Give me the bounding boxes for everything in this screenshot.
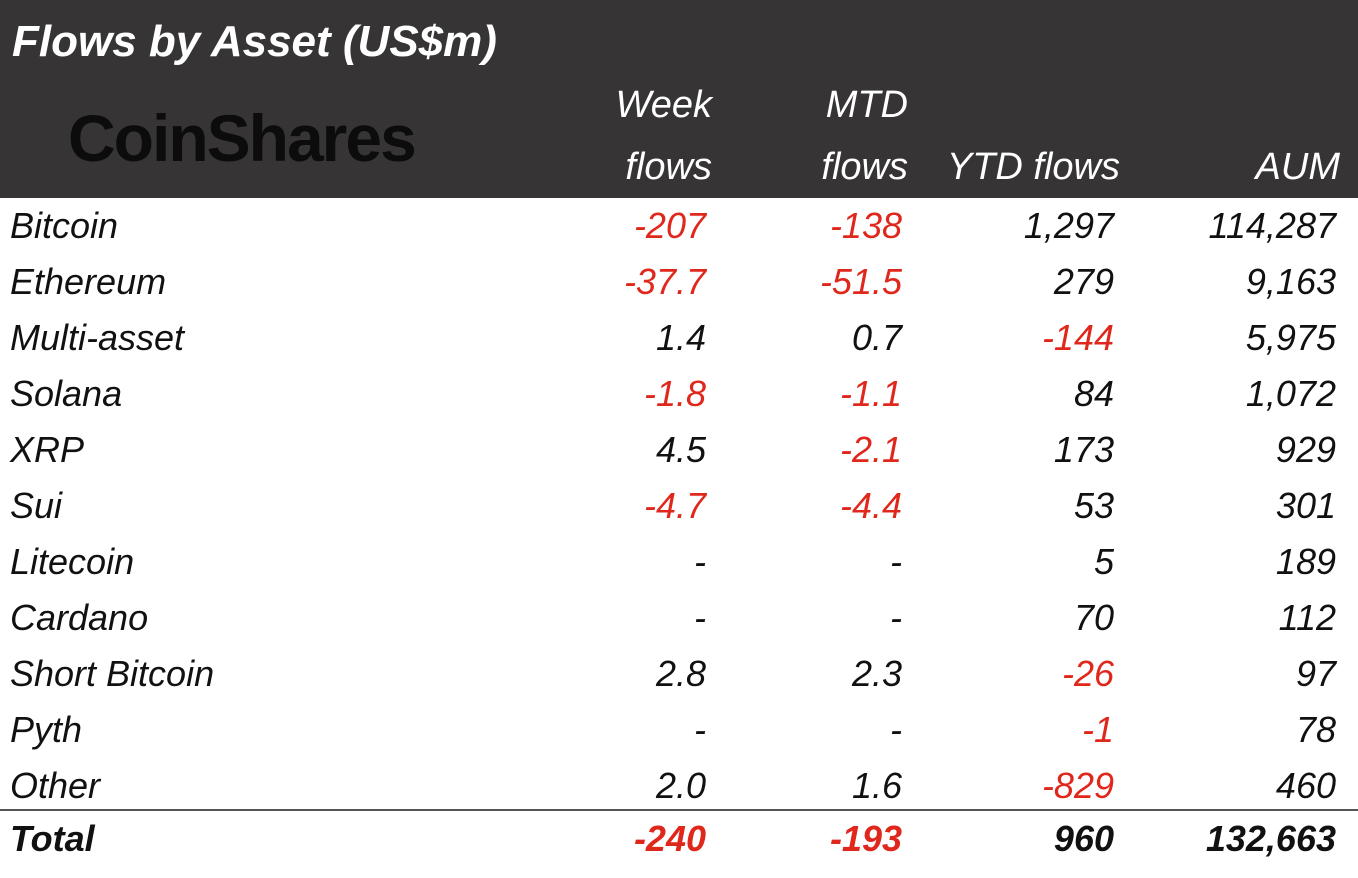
aum-cell: 5,975 xyxy=(1245,317,1336,358)
aum-cell: 112 xyxy=(1278,597,1336,638)
column-header-week-line1: Week xyxy=(615,84,712,126)
aum-cell: 929 xyxy=(1275,429,1336,470)
mtd-flows-cell: -4.4 xyxy=(839,485,902,526)
asset-name: Ethereum xyxy=(10,261,167,302)
total-divider xyxy=(0,809,1358,811)
aum-cell: 460 xyxy=(1275,765,1336,806)
aum-cell: 189 xyxy=(1275,541,1336,582)
ytd-flows-cell: -26 xyxy=(1061,653,1114,694)
table-row: Pyth - - -1 78 xyxy=(0,702,1358,758)
mtd-flows-cell: - xyxy=(890,709,902,750)
mtd-flows-cell: -2.1 xyxy=(839,429,902,470)
asset-name: Cardano xyxy=(10,597,149,638)
ytd-flows-cell: 1,297 xyxy=(1023,205,1114,246)
mtd-flows-cell: -138 xyxy=(829,205,902,246)
asset-name: Multi-asset xyxy=(10,317,185,358)
asset-name: Bitcoin xyxy=(10,205,119,246)
ytd-flows-cell: -829 xyxy=(1041,765,1114,806)
asset-name: Pyth xyxy=(10,709,83,750)
coinshares-logo: CoinShares xyxy=(68,101,417,175)
ytd-flows-cell: -1 xyxy=(1081,709,1114,750)
table-row: Litecoin - - 5 189 xyxy=(0,534,1358,590)
table-row: Multi-asset 1.4 0.7 -144 5,975 xyxy=(0,310,1358,366)
total-aum: 132,663 xyxy=(1205,818,1336,859)
ytd-flows-cell: 279 xyxy=(1053,261,1114,302)
column-header-ytd-flows: YTD flows xyxy=(946,146,1120,188)
asset-name: XRP xyxy=(10,429,85,470)
week-flows-cell: 2.0 xyxy=(655,765,706,806)
mtd-flows-cell: 0.7 xyxy=(851,317,902,358)
table-row: Cardano - - 70 112 xyxy=(0,590,1358,646)
table-row: Other 2.0 1.6 -829 460 xyxy=(0,758,1358,814)
table-row: Ethereum -37.7 -51.5 279 9,163 xyxy=(0,254,1358,310)
week-flows-cell: -207 xyxy=(633,205,706,246)
ytd-flows-cell: 5 xyxy=(1093,541,1114,582)
aum-cell: 97 xyxy=(1295,653,1336,694)
week-flows-cell: 1.4 xyxy=(655,317,706,358)
ytd-flows-cell: 70 xyxy=(1073,597,1114,638)
ytd-flows-cell: 53 xyxy=(1073,485,1114,526)
column-header-aum: AUM xyxy=(1255,146,1340,188)
column-header-mtd-flows: MTD flows xyxy=(821,74,908,198)
aum-cell: 9,163 xyxy=(1245,261,1336,302)
total-mtd-flows: -193 xyxy=(829,818,902,859)
total-ytd-flows: 960 xyxy=(1053,818,1114,859)
mtd-flows-cell: -51.5 xyxy=(819,261,902,302)
total-label: Total xyxy=(10,818,95,859)
ytd-flows-cell: 84 xyxy=(1073,373,1114,414)
table-row: Solana -1.8 -1.1 84 1,072 xyxy=(0,366,1358,422)
week-flows-cell: - xyxy=(694,597,706,638)
aum-cell: 301 xyxy=(1275,485,1336,526)
aum-cell: 114,287 xyxy=(1208,205,1336,246)
table-title: Flows by Asset (US$m) xyxy=(12,17,497,66)
asset-name: Other xyxy=(10,765,101,806)
column-header-mtd-line1: MTD xyxy=(825,84,908,126)
table-header: Flows by Asset (US$m) CoinShares Week fl… xyxy=(0,0,1358,198)
asset-name: Solana xyxy=(10,373,123,414)
table-row: Sui -4.7 -4.4 53 301 xyxy=(0,478,1358,534)
asset-name: Short Bitcoin xyxy=(10,653,215,694)
column-header-week-line2: flows xyxy=(625,146,712,188)
mtd-flows-cell: 1.6 xyxy=(851,765,902,806)
table-row: XRP 4.5 -2.1 173 929 xyxy=(0,422,1358,478)
total-week-flows: -240 xyxy=(633,818,706,859)
week-flows-cell: -4.7 xyxy=(643,485,706,526)
table-row: Short Bitcoin 2.8 2.3 -26 97 xyxy=(0,646,1358,702)
ytd-flows-cell: 173 xyxy=(1053,429,1114,470)
week-flows-cell: -37.7 xyxy=(623,261,706,302)
week-flows-cell: 2.8 xyxy=(655,653,706,694)
week-flows-cell: 4.5 xyxy=(655,429,706,470)
ytd-flows-cell: -144 xyxy=(1041,317,1114,358)
table-row: Bitcoin -207 -138 1,297 114,287 xyxy=(0,198,1358,254)
mtd-flows-cell: 2.3 xyxy=(851,653,902,694)
total-row: Total -240 -193 960 132,663 xyxy=(0,811,1358,867)
aum-cell: 78 xyxy=(1295,709,1336,750)
aum-cell: 1,072 xyxy=(1245,373,1336,414)
asset-name: Litecoin xyxy=(10,541,135,582)
week-flows-cell: -1.8 xyxy=(643,373,706,414)
column-header-week-flows: Week flows xyxy=(616,74,712,198)
mtd-flows-cell: -1.1 xyxy=(839,373,902,414)
asset-name: Sui xyxy=(10,485,63,526)
week-flows-cell: - xyxy=(694,709,706,750)
table-body: Bitcoin -207 -138 1,297 114,287 Ethereum -37.7… xyxy=(0,198,1358,814)
week-flows-cell: - xyxy=(694,541,706,582)
mtd-flows-cell: - xyxy=(890,597,902,638)
column-header-mtd-line2: flows xyxy=(821,146,908,188)
mtd-flows-cell: - xyxy=(890,541,902,582)
